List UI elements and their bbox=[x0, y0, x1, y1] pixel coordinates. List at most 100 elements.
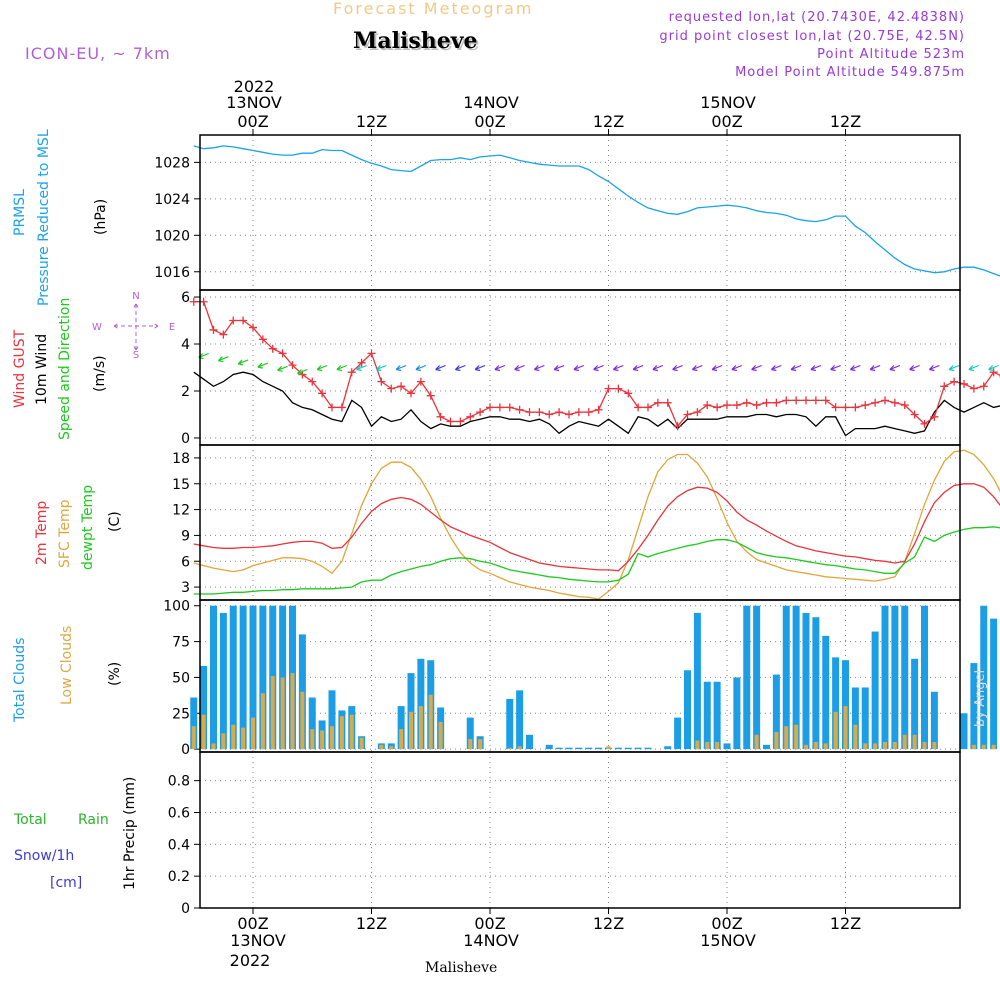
gust-marker bbox=[426, 391, 435, 400]
total-clouds-bar bbox=[684, 670, 691, 750]
total-clouds-bar bbox=[901, 605, 909, 750]
total-clouds-bar bbox=[624, 747, 632, 750]
total-clouds-bar bbox=[417, 658, 425, 750]
wind-gust-label: Wind GUST bbox=[12, 329, 28, 408]
total-clouds-bar bbox=[644, 747, 652, 750]
wind-direction-arrow bbox=[909, 364, 920, 372]
requested-coords: requested lon,lat (20.7430E, 42.4838N) bbox=[668, 10, 965, 25]
wind-direction-arrow bbox=[770, 364, 782, 372]
low-clouds-bar bbox=[339, 716, 344, 750]
gust-marker bbox=[199, 297, 208, 306]
low-clouds-bar bbox=[310, 729, 315, 750]
total-clouds-bar bbox=[664, 746, 672, 750]
pressure-line bbox=[193, 145, 1000, 277]
cloud-labels: Total Clouds Low Clouds (%) bbox=[12, 626, 123, 723]
total-clouds-bar bbox=[960, 713, 968, 750]
total-clouds-bar bbox=[674, 717, 682, 750]
total-clouds-bar bbox=[921, 605, 928, 750]
precip-rain-label: Rain bbox=[78, 812, 109, 828]
gust-marker bbox=[229, 316, 238, 325]
panel-frame bbox=[199, 134, 961, 291]
total-clouds-label: Total Clouds bbox=[12, 638, 28, 723]
low-clouds-bar bbox=[517, 746, 522, 750]
wind-direction-arrow bbox=[691, 364, 703, 372]
total-clouds-bar bbox=[802, 612, 810, 750]
total-clouds-bar bbox=[990, 618, 998, 750]
total-clouds-bar bbox=[891, 605, 899, 750]
y-tick-label: 50 bbox=[172, 670, 190, 686]
low-clouds-bar bbox=[260, 693, 265, 750]
low-clouds-bar bbox=[211, 743, 216, 750]
total-clouds-bar bbox=[980, 605, 988, 750]
total-clouds-bar bbox=[595, 747, 603, 750]
low-clouds-bar bbox=[251, 717, 255, 750]
top-hour-label: 12Z bbox=[593, 112, 624, 131]
wind-direction-label: Speed and Direction bbox=[57, 298, 73, 440]
total-clouds-bar bbox=[229, 605, 237, 750]
gust-marker bbox=[940, 382, 949, 391]
wind-direction-arrow bbox=[356, 364, 367, 372]
total-clouds-bar bbox=[308, 697, 316, 750]
low-clouds-bar bbox=[774, 731, 779, 750]
gust-marker bbox=[890, 398, 899, 407]
wind-direction-arrow bbox=[415, 364, 427, 372]
date-label-top-14nov: 14NOV bbox=[463, 93, 519, 112]
total-clouds-bar bbox=[190, 697, 198, 750]
wind-direction-arrow bbox=[277, 365, 288, 372]
low-clouds-bar bbox=[804, 744, 808, 750]
total-clouds-bar bbox=[693, 612, 701, 750]
precip-snow-label: Snow/1h bbox=[14, 848, 74, 864]
low-clouds-bar bbox=[863, 743, 868, 750]
pressure-msl-label: Pressure Reduced to MSL bbox=[36, 129, 52, 306]
top-hour-label: 00Z bbox=[237, 112, 268, 131]
wind-direction-arrow bbox=[948, 364, 960, 372]
low-clouds-bar bbox=[201, 714, 206, 750]
wind-direction-arrow bbox=[237, 359, 249, 366]
grid-point-coords: grid point closest lon,lat (20.75E, 42.5… bbox=[659, 29, 965, 44]
y-tick-label: 2 bbox=[181, 384, 190, 400]
precip-cm-label: [cm] bbox=[50, 875, 82, 891]
total-clouds-bar bbox=[466, 717, 474, 750]
low-clouds-bar bbox=[359, 737, 364, 750]
gust-marker bbox=[723, 401, 731, 410]
wind-direction-arrow bbox=[751, 364, 762, 372]
low-clouds-bar bbox=[221, 733, 226, 750]
bottom-hour-label: 00Z bbox=[711, 914, 742, 933]
panel-frame bbox=[199, 444, 961, 601]
low-clouds-bar bbox=[833, 711, 838, 750]
y-tick-label: 12 bbox=[172, 503, 190, 519]
gust-marker bbox=[347, 368, 356, 377]
gust-marker bbox=[555, 408, 564, 417]
gust-marker bbox=[969, 384, 978, 393]
total-clouds-bar bbox=[634, 747, 642, 750]
low-clouds-bar bbox=[507, 747, 512, 750]
wind-direction-arrow bbox=[928, 364, 940, 372]
gust-marker bbox=[189, 297, 198, 306]
app-title: Forecast Meteogram bbox=[333, 0, 534, 18]
bottom-hour-label: 00Z bbox=[474, 914, 505, 933]
precip-labels: Total Rain Snow/1h [cm] 1hr Precip (mm) bbox=[13, 777, 138, 891]
gust-marker bbox=[960, 379, 968, 388]
gust-marker bbox=[979, 382, 988, 391]
low-clouds-bar bbox=[280, 677, 285, 750]
total-clouds-bar bbox=[723, 743, 731, 750]
wind-direction-arrow bbox=[889, 364, 901, 372]
y-tick-label: 9 bbox=[181, 528, 190, 544]
gust-marker bbox=[535, 408, 544, 417]
total-clouds-bar bbox=[861, 687, 869, 750]
gust-marker bbox=[742, 398, 751, 407]
total-clouds-bar bbox=[397, 706, 405, 750]
total-clouds-bar bbox=[259, 605, 267, 750]
gust-marker bbox=[268, 344, 277, 353]
y-tick-label: 1028 bbox=[154, 155, 190, 171]
y-tick-label: 0.4 bbox=[168, 837, 190, 853]
gust-marker bbox=[466, 412, 475, 421]
gust-marker bbox=[792, 396, 801, 405]
total-clouds-bar bbox=[911, 658, 919, 750]
gust-marker bbox=[594, 405, 603, 414]
total-clouds-bar bbox=[703, 681, 711, 750]
compass-west: W bbox=[92, 322, 102, 333]
gust-marker bbox=[545, 410, 554, 419]
y-tick-label: 15 bbox=[172, 477, 190, 493]
gust-marker bbox=[446, 417, 455, 426]
